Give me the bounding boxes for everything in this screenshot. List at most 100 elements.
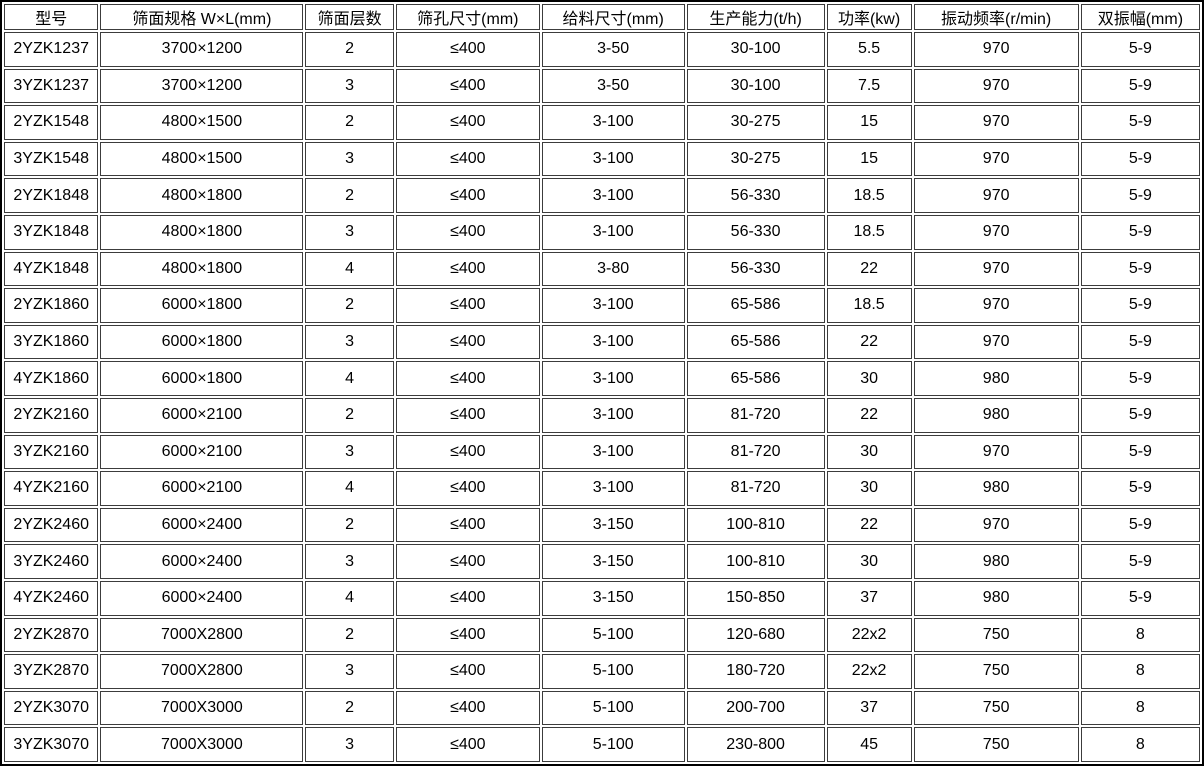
table-cell: 980 — [913, 361, 1079, 396]
model-cell: 2YZK3070 — [4, 690, 99, 726]
model-cell: 2YZK1860 — [4, 288, 99, 323]
table-cell: 45 — [826, 727, 912, 762]
model-cell: 3YZK2870 — [4, 654, 99, 689]
table-cell: 970 — [913, 507, 1079, 543]
model-cell: 3YZK2460 — [4, 544, 99, 579]
table-row: 3YZK2460 6000×2400 3 ≤400 3-150 100-810 30 980 5… — [4, 544, 1200, 579]
table-cell: 6000×1800 — [100, 324, 304, 360]
table-cell: 4 — [305, 361, 394, 396]
model-cell: 3YZK1860 — [4, 324, 99, 360]
table-cell: 980 — [913, 544, 1079, 579]
table-row: 3YZK2160 6000×2100 3 ≤400 3-100 81-720 30 970 5-… — [4, 434, 1200, 470]
table-cell: 7000X2800 — [100, 617, 304, 653]
table-cell: 5-100 — [541, 654, 685, 689]
table-cell: 3 — [305, 324, 394, 360]
table-cell: ≤400 — [395, 617, 540, 653]
table-cell: 3-100 — [541, 214, 685, 250]
table-cell: 3 — [305, 654, 394, 689]
table-cell: 15 — [826, 105, 912, 140]
table-cell: 4 — [305, 471, 394, 506]
table-row: 4YZK2160 6000×2100 4 ≤400 3-100 81-720 30 980 5-… — [4, 471, 1200, 506]
table-cell: 22x2 — [826, 617, 912, 653]
table-cell: 5.5 — [826, 32, 912, 67]
table-cell: 7000X3000 — [100, 690, 304, 726]
table-cell: 8 — [1080, 654, 1200, 689]
table-cell: 200-700 — [686, 690, 825, 726]
table-header: 型号 筛面规格 W×L(mm) 筛面层数 筛孔尺寸(mm) 给料尺寸(mm) 生产能力(t… — [4, 4, 1200, 30]
table-cell: 18.5 — [826, 214, 912, 250]
table-cell: ≤400 — [395, 580, 540, 616]
table-row: 2YZK1848 4800×1800 2 ≤400 3-100 56-330 18.5 970… — [4, 178, 1200, 213]
table-cell: ≤400 — [395, 434, 540, 470]
table-cell: 970 — [913, 288, 1079, 323]
model-cell: 2YZK1237 — [4, 32, 99, 67]
table-row: 3YZK1848 4800×1800 3 ≤400 3-100 56-330 18.5 970… — [4, 214, 1200, 250]
table-cell: 4800×1800 — [100, 214, 304, 250]
table-cell: 22 — [826, 507, 912, 543]
table-cell: 30-100 — [686, 68, 825, 104]
model-cell: 3YZK1848 — [4, 214, 99, 250]
table-cell: 5-100 — [541, 690, 685, 726]
table-row: 3YZK3070 7000X3000 3 ≤400 5-100 230-800 45 750 8 — [4, 727, 1200, 762]
table-cell: 3-100 — [541, 324, 685, 360]
table-cell: 22 — [826, 324, 912, 360]
model-cell: 2YZK2870 — [4, 617, 99, 653]
column-header: 功率(kw) — [826, 4, 912, 30]
model-cell: 3YZK1548 — [4, 141, 99, 177]
table-row: 2YZK2160 6000×2100 2 ≤400 3-100 81-720 22 980 5-… — [4, 397, 1200, 433]
table-cell: 6000×2100 — [100, 434, 304, 470]
table-cell: 6000×2400 — [100, 544, 304, 579]
table-cell: 970 — [913, 32, 1079, 67]
table-cell: 22 — [826, 397, 912, 433]
table-row: 3YZK1237 3700×1200 3 ≤400 3-50 30-100 7.5 970 5-… — [4, 68, 1200, 104]
table-cell: 30-275 — [686, 141, 825, 177]
table-cell: 30 — [826, 434, 912, 470]
table-cell: 2 — [305, 617, 394, 653]
model-cell: 4YZK1848 — [4, 251, 99, 287]
column-header: 型号 — [4, 4, 99, 30]
table-cell: ≤400 — [395, 397, 540, 433]
table-cell: 56-330 — [686, 251, 825, 287]
table-cell: 30-100 — [686, 32, 825, 67]
table-cell: 2 — [305, 178, 394, 213]
table-cell: 5-9 — [1080, 544, 1200, 579]
table-cell: 3-100 — [541, 397, 685, 433]
table-cell: 7000X2800 — [100, 654, 304, 689]
table-cell: 5-9 — [1080, 105, 1200, 140]
model-cell: 4YZK2160 — [4, 471, 99, 506]
table-cell: 100-810 — [686, 544, 825, 579]
column-header: 双振幅(mm) — [1080, 4, 1200, 30]
table-cell: 750 — [913, 617, 1079, 653]
column-header: 筛面层数 — [305, 4, 394, 30]
table-body: 2YZK1237 3700×1200 2 ≤400 3-50 30-100 5.5 970 5-… — [4, 32, 1200, 762]
table-cell: 4800×1800 — [100, 251, 304, 287]
table-cell: 22x2 — [826, 654, 912, 689]
table-cell: 30 — [826, 544, 912, 579]
table-cell: 970 — [913, 141, 1079, 177]
table-cell: 8 — [1080, 617, 1200, 653]
table-cell: 37 — [826, 580, 912, 616]
table-cell: 6000×2100 — [100, 397, 304, 433]
table-cell: 970 — [913, 178, 1079, 213]
model-cell: 2YZK2160 — [4, 397, 99, 433]
table-cell: 5-100 — [541, 727, 685, 762]
table-cell: 6000×2400 — [100, 580, 304, 616]
table-cell: 3 — [305, 434, 394, 470]
table-cell: 3 — [305, 68, 394, 104]
table-cell: 3-100 — [541, 105, 685, 140]
table-cell: 3-100 — [541, 361, 685, 396]
table-cell: 3-100 — [541, 141, 685, 177]
table-cell: 5-9 — [1080, 471, 1200, 506]
model-cell: 3YZK3070 — [4, 727, 99, 762]
model-cell: 3YZK1237 — [4, 68, 99, 104]
table-cell: 2 — [305, 397, 394, 433]
table-cell: 37 — [826, 690, 912, 726]
table-cell: 18.5 — [826, 288, 912, 323]
table-cell: ≤400 — [395, 324, 540, 360]
table-cell: 4800×1500 — [100, 141, 304, 177]
table-cell: 3700×1200 — [100, 68, 304, 104]
table-cell: 3-150 — [541, 580, 685, 616]
model-cell: 3YZK2160 — [4, 434, 99, 470]
table-cell: ≤400 — [395, 544, 540, 579]
column-header: 生产能力(t/h) — [686, 4, 825, 30]
